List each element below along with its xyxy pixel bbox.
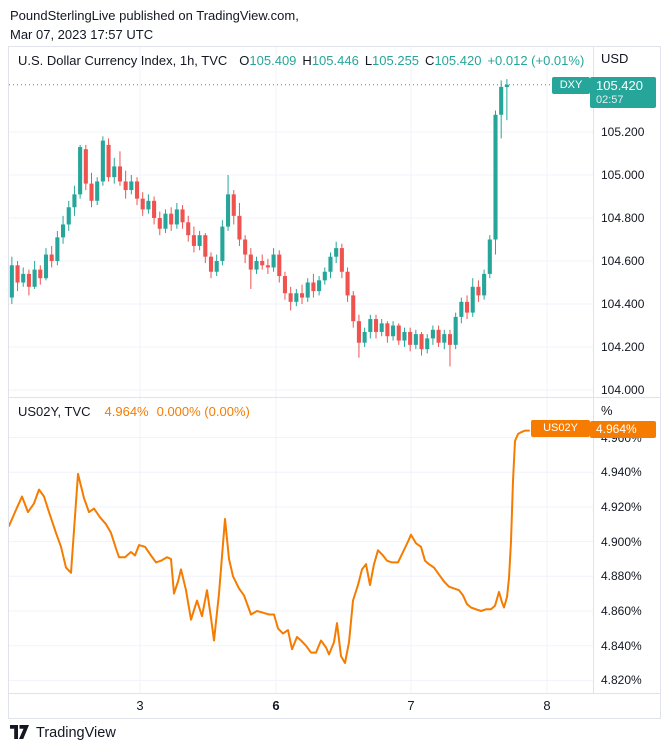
- time-axis-label: 3: [136, 698, 144, 713]
- us02y-change-value: 0.000% (0.00%): [156, 404, 250, 419]
- time-axis-label: 7: [407, 698, 415, 713]
- dxy-high-value: 105.446: [311, 53, 359, 68]
- price-tick-label: 4.920%: [601, 499, 642, 514]
- dxy-legend: U.S. Dollar Currency Index, 1h, TVC O105.…: [18, 53, 584, 68]
- dxy-close-value: 105.420: [434, 53, 482, 68]
- dxy-bar-countdown: 02:57: [596, 94, 624, 106]
- chart-widget: U.S. Dollar Currency Index, 1h, TVC O105.…: [8, 46, 661, 719]
- price-tick-label: 4.860%: [601, 604, 642, 618]
- us02y-line-chart: [9, 397, 593, 693]
- footer-brand-link[interactable]: TradingView: [10, 724, 116, 741]
- attribution-line-1: PoundSterlingLive published on TradingVi…: [10, 8, 299, 23]
- attribution-line-2: Mar 07, 2023 17:57 UTC: [10, 27, 154, 42]
- price-tick-label: 104.400: [601, 297, 645, 311]
- dxy-high-label: H: [302, 53, 312, 68]
- time-axis-label: 8: [543, 698, 551, 713]
- dxy-price-badge: 105.420 02:57: [590, 77, 656, 108]
- us02y-legend-title: US02Y, TVC: [18, 404, 91, 419]
- us02y-series-badge: US02Y: [531, 420, 590, 437]
- dxy-low-value: 105.255: [372, 53, 420, 68]
- pane-divider: [9, 397, 660, 398]
- attribution: PoundSterlingLive published on TradingVi…: [10, 6, 299, 44]
- us02y-price-badge: 4.964%: [590, 421, 656, 438]
- dxy-change-value: +0.012 (+0.01%): [487, 53, 585, 68]
- time-axis-separator: [9, 693, 660, 694]
- dxy-open-label: O: [239, 53, 250, 68]
- tradingview-logo-icon: [10, 725, 29, 739]
- price-tick-label: 104.200: [601, 340, 645, 354]
- price-tick-label: 104.600: [601, 254, 645, 268]
- price-tick-label: 4.840%: [601, 638, 642, 653]
- dxy-close-label: C: [425, 53, 435, 68]
- dxy-low-label: L: [364, 53, 373, 68]
- dxy-legend-title: U.S. Dollar Currency Index, 1h, TVC: [18, 53, 228, 68]
- dxy-candlestick-chart: [9, 47, 593, 397]
- time-axis-label: 6: [272, 698, 280, 713]
- us02y-axis-unit: %: [601, 403, 613, 418]
- dxy-axis-unit: USD: [601, 51, 629, 66]
- price-scale-separator: [593, 47, 594, 693]
- price-tick-label: 105.000: [601, 168, 645, 182]
- us02y-legend: US02Y, TVC 4.964% 0.000% (0.00%): [18, 404, 250, 419]
- price-tick-label: 4.880%: [601, 569, 642, 584]
- us02y-value: 4.964%: [104, 404, 149, 419]
- dxy-last-price: 105.420: [596, 78, 643, 93]
- price-tick-label: 4.820%: [601, 673, 642, 688]
- price-tick-label: 104.000: [601, 383, 645, 397]
- footer-brand-text: TradingView: [36, 724, 116, 741]
- price-tick-label: 104.800: [601, 211, 645, 225]
- time-axis: 3 6 7 8: [9, 694, 660, 718]
- dxy-series-badge: DXY: [552, 77, 590, 94]
- price-tick-label: 4.940%: [601, 465, 642, 480]
- dxy-open-value: 105.409: [249, 53, 297, 68]
- price-tick-label: 105.200: [601, 125, 645, 139]
- price-tick-label: 4.900%: [601, 534, 642, 549]
